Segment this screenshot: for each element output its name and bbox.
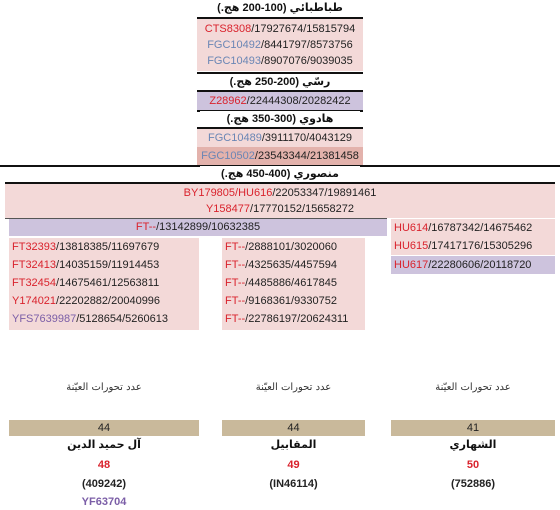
divider [5,182,555,184]
sample-number: 50 [466,459,480,471]
snp-row: FT32393/13818385/11697679 [12,241,160,253]
snp-row: BY179805/HU616/22053347/19891461 [183,187,377,199]
sample-title: عدد تحورات العيّنة [435,382,511,393]
section-title-rassi: رسّي (200-250 هج.) [200,74,360,90]
tabatabai-box: CTS8308/17927674/15815794 FGC10492/84417… [197,19,363,71]
sample-title: عدد تحورات العيّنة [255,382,332,393]
subclade-column-left: FT32393/13818385/11697679 FT32413/140351… [9,238,199,330]
snp-row: FT32454/14675461/12563811 [12,277,160,289]
rassi-box: Z28962/22444308/20282422 [197,92,363,110]
subclade-column-middle: FT--/2888101/3020060 FT--/4325635/445759… [222,238,365,330]
snp-row: FT--/2888101/3020060 [225,241,337,253]
snp-row: Y158477/17770152/15658272 [205,203,355,215]
snp-row: CTS8308/17927674/15815794 [204,23,356,35]
sample-count-bar: 44 [222,420,365,436]
snp-row: FGC10492/8441797/8573756 [207,39,353,51]
section-title-tabatabai: طباطبائي (100-200 هج.) [200,0,360,17]
subclade-right-highlight: HU617/22280606/20118720 [391,256,555,274]
divider [197,17,363,19]
hadawi-row-1: FGC10489/3911170/4043129 [197,129,363,147]
sample-kit-code: (409242) [81,478,127,490]
divider [197,127,363,129]
snp-row: FGC10502/23543344/21381458 [201,150,359,162]
subclade-column-right: HU614/16787342/14675462 HU615/17417176/1… [391,219,555,255]
snp-row: Y174021/22202882/20040996 [12,295,161,307]
snp-row: FT--/4485886/4617845 [225,277,337,289]
hadawi-row-2: FGC10502/23543344/21381458 [197,147,363,165]
snp-row: FT--/13142899/10632385 [135,221,261,233]
snp-row: Z28962/22444308/20282422 [209,95,351,107]
sample-count-bar: 44 [9,420,199,436]
sample-kit-code: (752886) [450,478,496,490]
snp-row: FGC10493/8907076/9039035 [207,55,353,67]
sample-family-name: الشهاري [449,439,497,451]
section-title-hadawi: هادوي (300-350 هج.) [200,111,360,127]
divider [197,90,363,92]
ft-branch-row: FT--/13142899/10632385 [9,219,387,236]
snp-row: YFS7639987/5128654/5260613 [12,313,168,325]
sample-title: عدد تحورات العيّنة [66,382,142,393]
snp-row: FT--/22786197/20624311 [225,313,349,325]
snp-row: FGC10489/3911170/4043129 [208,132,352,144]
sample-number: 49 [287,459,300,471]
snp-row: FT--/9168361/9330752 [225,295,337,307]
mansouri-box: BY179805/HU616/22053347/19891461 Y158477… [5,184,555,218]
sample-family-name: آل حميد الدين [67,439,141,451]
snp-row: HU614/16787342/14675462 [394,222,533,234]
sample-count-bar: 41 [391,420,555,436]
snp-row: FT--/4325635/4457594 [225,259,337,271]
sample-kit-code: (IN46114) [269,478,318,490]
sample-number: 48 [97,459,111,471]
snp-row: HU615/17417176/15305296 [394,240,533,252]
sample-family-name: المقابيل [270,439,317,451]
divider [197,72,363,74]
divider [5,218,387,219]
section-title-mansouri: منصوري (400-450 هج.) [200,166,360,182]
sample-extra-snp: YF63704 [81,496,127,508]
snp-row: FT32413/14035159/11914453 [12,259,160,271]
snp-row: HU617/22280606/20118720 [394,259,532,271]
